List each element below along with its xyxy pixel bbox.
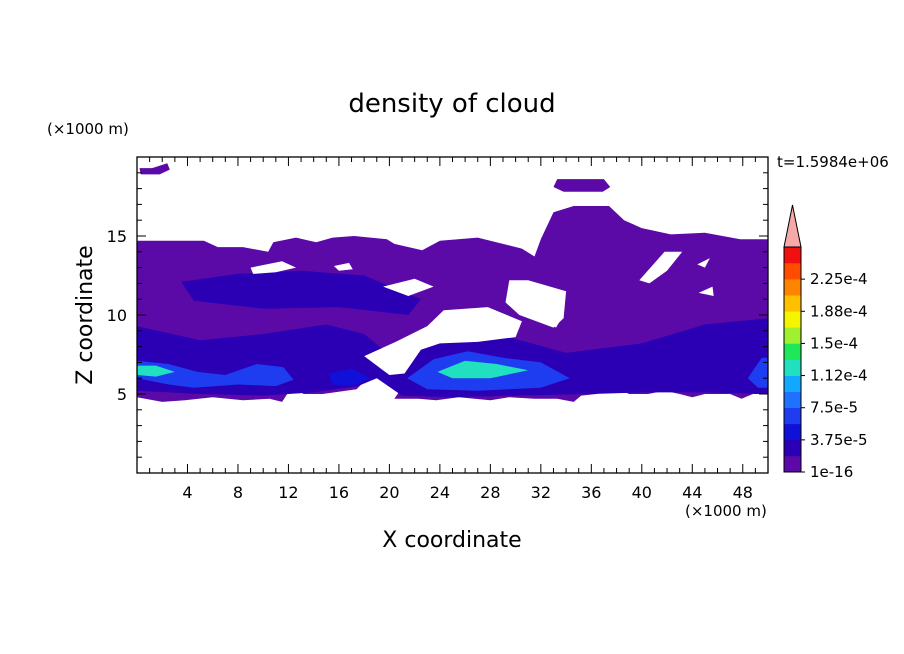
y-unit-label: (×1000 m) — [47, 120, 129, 138]
colorbar-label: 7.5e-5 — [810, 399, 858, 417]
cloud-region-center-core-inner — [437, 360, 529, 379]
colorbar-swatch — [784, 359, 801, 376]
colorbar-label: 1e-16 — [810, 463, 853, 481]
x-tick-label: 20 — [379, 483, 399, 502]
cloud-region-small-core — [328, 368, 371, 387]
x-tick-label: 12 — [278, 483, 298, 502]
clear-region-gap-upper-mid — [383, 278, 434, 296]
colorbar-swatch — [784, 311, 801, 328]
colorbar-swatch — [784, 295, 801, 312]
colorbar-label: 3.75e-5 — [810, 431, 868, 449]
colorbar-swatch — [784, 423, 801, 441]
clear-region-gap-center — [364, 307, 522, 375]
clear-region-gap-right-2 — [697, 258, 710, 268]
clear-region-gap-mid-1 — [545, 321, 560, 328]
clear-region-gap-right-1 — [639, 251, 683, 284]
colorbar: 1e-16 3.75e-5 7.5e-5 1.12e-4 1.5e-4 1.88e-4 2.… — [783, 204, 868, 481]
y-tick-label: 10 — [107, 306, 127, 325]
colorbar-swatch — [784, 439, 801, 457]
clear-region-gap-upper-right — [505, 280, 567, 328]
cloud-region-left-core-inner — [137, 365, 175, 377]
contour-fills — [137, 163, 768, 402]
x-tick-label: 48 — [733, 483, 753, 502]
x-tick-label: 16 — [329, 483, 349, 502]
y-tick-label: 15 — [107, 227, 127, 246]
x-tick-label: 8 — [233, 483, 243, 502]
colorbar-swatch — [784, 263, 801, 280]
colorbar-swatch — [784, 327, 801, 344]
time-label: t=1.5984e+06 — [777, 153, 889, 171]
colorbar-label: 1.12e-4 — [810, 367, 868, 385]
cloud-region-left-core — [137, 360, 294, 388]
colorbar-label: 2.25e-4 — [810, 270, 868, 288]
x-tick-label: 28 — [480, 483, 500, 502]
x-tick-label: 36 — [581, 483, 601, 502]
colorbar-swatch — [784, 375, 801, 392]
y-tick-label: 5 — [117, 385, 127, 404]
colorbar-swatch — [784, 455, 801, 473]
x-tick-label: 32 — [531, 483, 551, 502]
colorbar-frame — [783, 246, 802, 473]
clear-region-gap-upper-left — [250, 261, 296, 274]
colorbar-swatch — [784, 343, 801, 360]
colorbar-swatch — [784, 279, 801, 296]
x-tick-label: 4 — [182, 483, 192, 502]
x-tick-label: 44 — [682, 483, 702, 502]
cloud-region-corner-fragment — [139, 163, 170, 175]
y-axis-title: Z coordinate — [73, 245, 98, 384]
colorbar-label: 1.5e-4 — [810, 334, 858, 352]
cloud-region-top-fragment — [553, 179, 611, 192]
x-axis-title: X coordinate — [382, 528, 521, 553]
clear-region-gap-left-hole — [333, 262, 353, 271]
clear-region-gap-right-3 — [698, 286, 714, 296]
chart-title: density of cloud — [348, 89, 555, 119]
colorbar-label: 1.88e-4 — [810, 302, 868, 320]
x-tick-label: 40 — [632, 483, 652, 502]
cloud-region-right-core — [747, 357, 768, 388]
colorbar-swatch — [784, 247, 801, 264]
colorbar-swatch — [784, 407, 801, 425]
x-unit-label: (×1000 m) — [685, 502, 767, 520]
colorbar-swatch — [784, 391, 801, 409]
cloud-region-mid-layer — [181, 270, 421, 315]
x-tick-label: 24 — [430, 483, 450, 502]
